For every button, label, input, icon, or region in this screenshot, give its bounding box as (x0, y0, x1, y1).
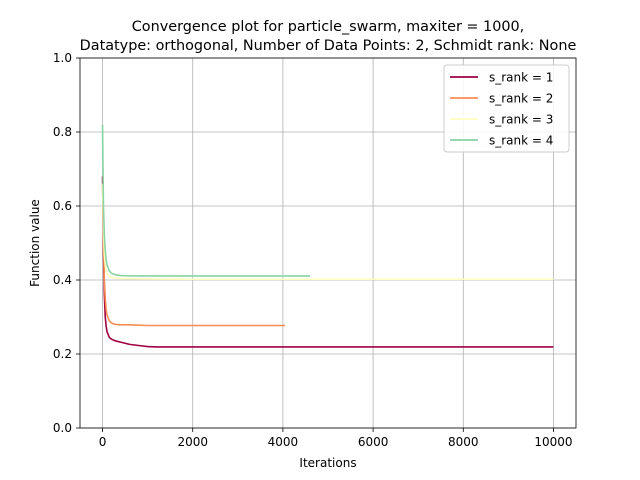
y-tick-label: 1.0 (53, 51, 72, 65)
y-tick-label: 0.8 (53, 125, 72, 139)
x-tick-label: 6000 (358, 435, 389, 449)
legend-label: s_rank = 1 (489, 71, 553, 85)
plot-area-frame (79, 57, 577, 429)
x-axis-label: Iterations (299, 456, 356, 470)
series-line-s-rank-3 (101, 183, 554, 281)
series-line-s-rank-1 (101, 176, 554, 348)
series-line-s-rank-2 (101, 183, 286, 327)
x-tick-label: 8000 (448, 435, 479, 449)
series-line-s-rank-4 (101, 124, 310, 277)
legend-label: s_rank = 3 (489, 113, 553, 127)
legend-label: s_rank = 2 (489, 92, 553, 106)
series-lines (101, 124, 554, 348)
x-tick-label: 10000 (534, 435, 572, 449)
legend: s_rank = 1 s_rank = 2 s_rank = 3 s_rank = 4 (443, 64, 570, 153)
chart-title-line2: Datatype: orthogonal, Number of Data Poi… (80, 38, 577, 54)
x-tick-label: 4000 (268, 435, 299, 449)
legend-label: s_rank = 4 (489, 134, 553, 148)
x-tick-label: 2000 (177, 435, 208, 449)
chart-title-line1: Convergence plot for particle_swarm, max… (132, 19, 525, 35)
y-tick-label: 0.2 (53, 347, 72, 361)
x-tick-label: 0 (99, 435, 107, 449)
y-tick-label: 0.0 (53, 421, 72, 435)
y-axis-label: Function value (28, 199, 42, 287)
y-tick-label: 0.4 (53, 273, 72, 287)
y-tick-label: 0.6 (53, 199, 72, 213)
legend-box (443, 64, 570, 153)
axis-ticks: 0 2000 4000 6000 8000 10000 0.0 0.2 0.4 0.6 0.8 1.0 (53, 51, 573, 449)
